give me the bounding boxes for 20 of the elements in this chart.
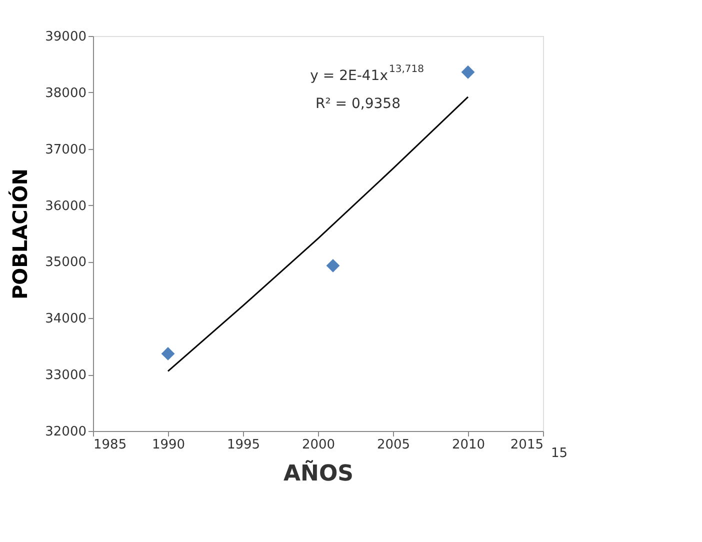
y-tick-label: 35000: [45, 255, 86, 270]
x-tick-label: 2000: [302, 438, 336, 452]
y-tick-label: 34000: [45, 312, 86, 327]
x-axis-title: AÑOS: [284, 460, 354, 486]
y-tick-label: 39000: [45, 30, 86, 44]
x-tick-label: 2005: [376, 438, 410, 452]
y-tick-label: 37000: [45, 142, 86, 158]
annotation: R² = 0,9358: [316, 96, 400, 112]
x-tick-label: 1990: [152, 438, 186, 452]
y-tick-label: 32000: [45, 424, 86, 440]
text: 15: [551, 446, 568, 461]
x-tick-label: 2010: [452, 438, 486, 452]
y-axis-title: POBLACIÓN: [8, 168, 32, 300]
x-tick-label: 1995: [226, 438, 260, 452]
y-tick-label: 38000: [45, 86, 86, 101]
x-tick-label: 2015: [510, 438, 544, 452]
y-tick-label: 33000: [45, 368, 86, 384]
x-tick-label: 1985: [94, 438, 127, 452]
y-tick-label: 36000: [45, 198, 86, 214]
line-series: [167, 96, 469, 372]
